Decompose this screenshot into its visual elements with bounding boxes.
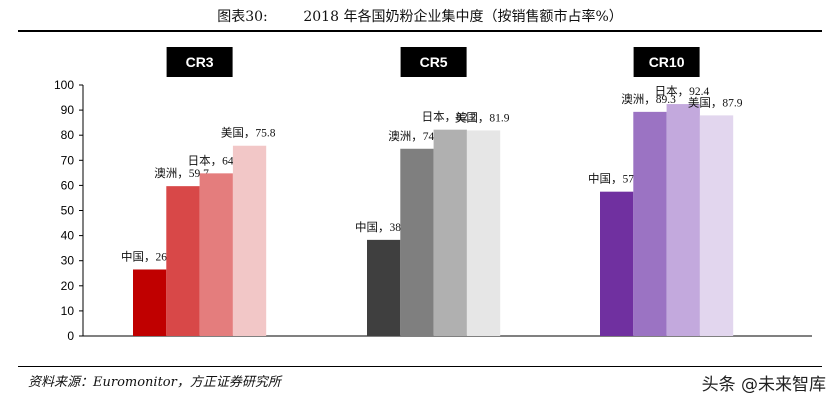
data-label: 中国，57.5 [588, 173, 643, 186]
group-label: CR5 [420, 54, 448, 70]
footer-rule [18, 366, 822, 367]
group-label-box [166, 47, 233, 77]
y-tick-label: 60 [61, 178, 75, 192]
data-label: 日本，64.8 [188, 153, 243, 167]
bar [166, 186, 200, 336]
watermark: 头条 @未来智库 [701, 375, 826, 395]
y-tick-label: 80 [61, 128, 75, 142]
bar [666, 104, 700, 337]
y-tick-label: 70 [61, 153, 75, 167]
y-tick-label: 10 [61, 304, 75, 318]
y-tick-label: 50 [61, 204, 75, 218]
chart-title: 图表30: 2018 年各国奶粉企业集中度（按销售额市占率%） [217, 9, 623, 25]
data-label: 澳洲，59.7 [154, 167, 209, 180]
group-label: CR10 [649, 54, 685, 70]
bar [466, 130, 501, 336]
y-tick-label: 20 [61, 279, 75, 293]
data-label: 美国，81.9 [455, 110, 510, 124]
bar [600, 191, 634, 336]
y-tick-label: 90 [61, 103, 75, 117]
bar [433, 129, 467, 336]
group-label: CR3 [186, 54, 214, 70]
data-label: 中国，26.5 [121, 250, 176, 263]
bar-chart: 0102030405060708090100CR3中国，26.5澳洲，59.7日… [54, 47, 812, 343]
group-label-box [400, 47, 467, 77]
bar [400, 148, 434, 336]
bar [232, 145, 267, 336]
bar [199, 173, 233, 336]
y-tick-label: 0 [67, 329, 74, 343]
y-tick-label: 30 [61, 254, 75, 268]
title-rule [18, 30, 822, 32]
data-label: 日本，82.2 [422, 110, 477, 124]
data-label: 美国，75.8 [221, 126, 276, 140]
y-tick-label: 100 [54, 78, 74, 92]
data-label: 美国，87.9 [688, 95, 743, 109]
source-note: 资料来源：Euromonitor，方正证券研究所 [28, 375, 281, 390]
bar [633, 111, 667, 337]
group-label-box [633, 47, 700, 77]
y-tick-label: 40 [61, 229, 75, 243]
bar [367, 239, 401, 336]
data-label: 澳洲，89.3 [621, 93, 676, 106]
data-label: 中国，38.3 [355, 221, 410, 234]
data-label: 澳洲，74.6 [388, 130, 443, 143]
data-label: 日本，92.4 [655, 84, 710, 98]
bar [133, 269, 167, 336]
bar [699, 115, 734, 336]
